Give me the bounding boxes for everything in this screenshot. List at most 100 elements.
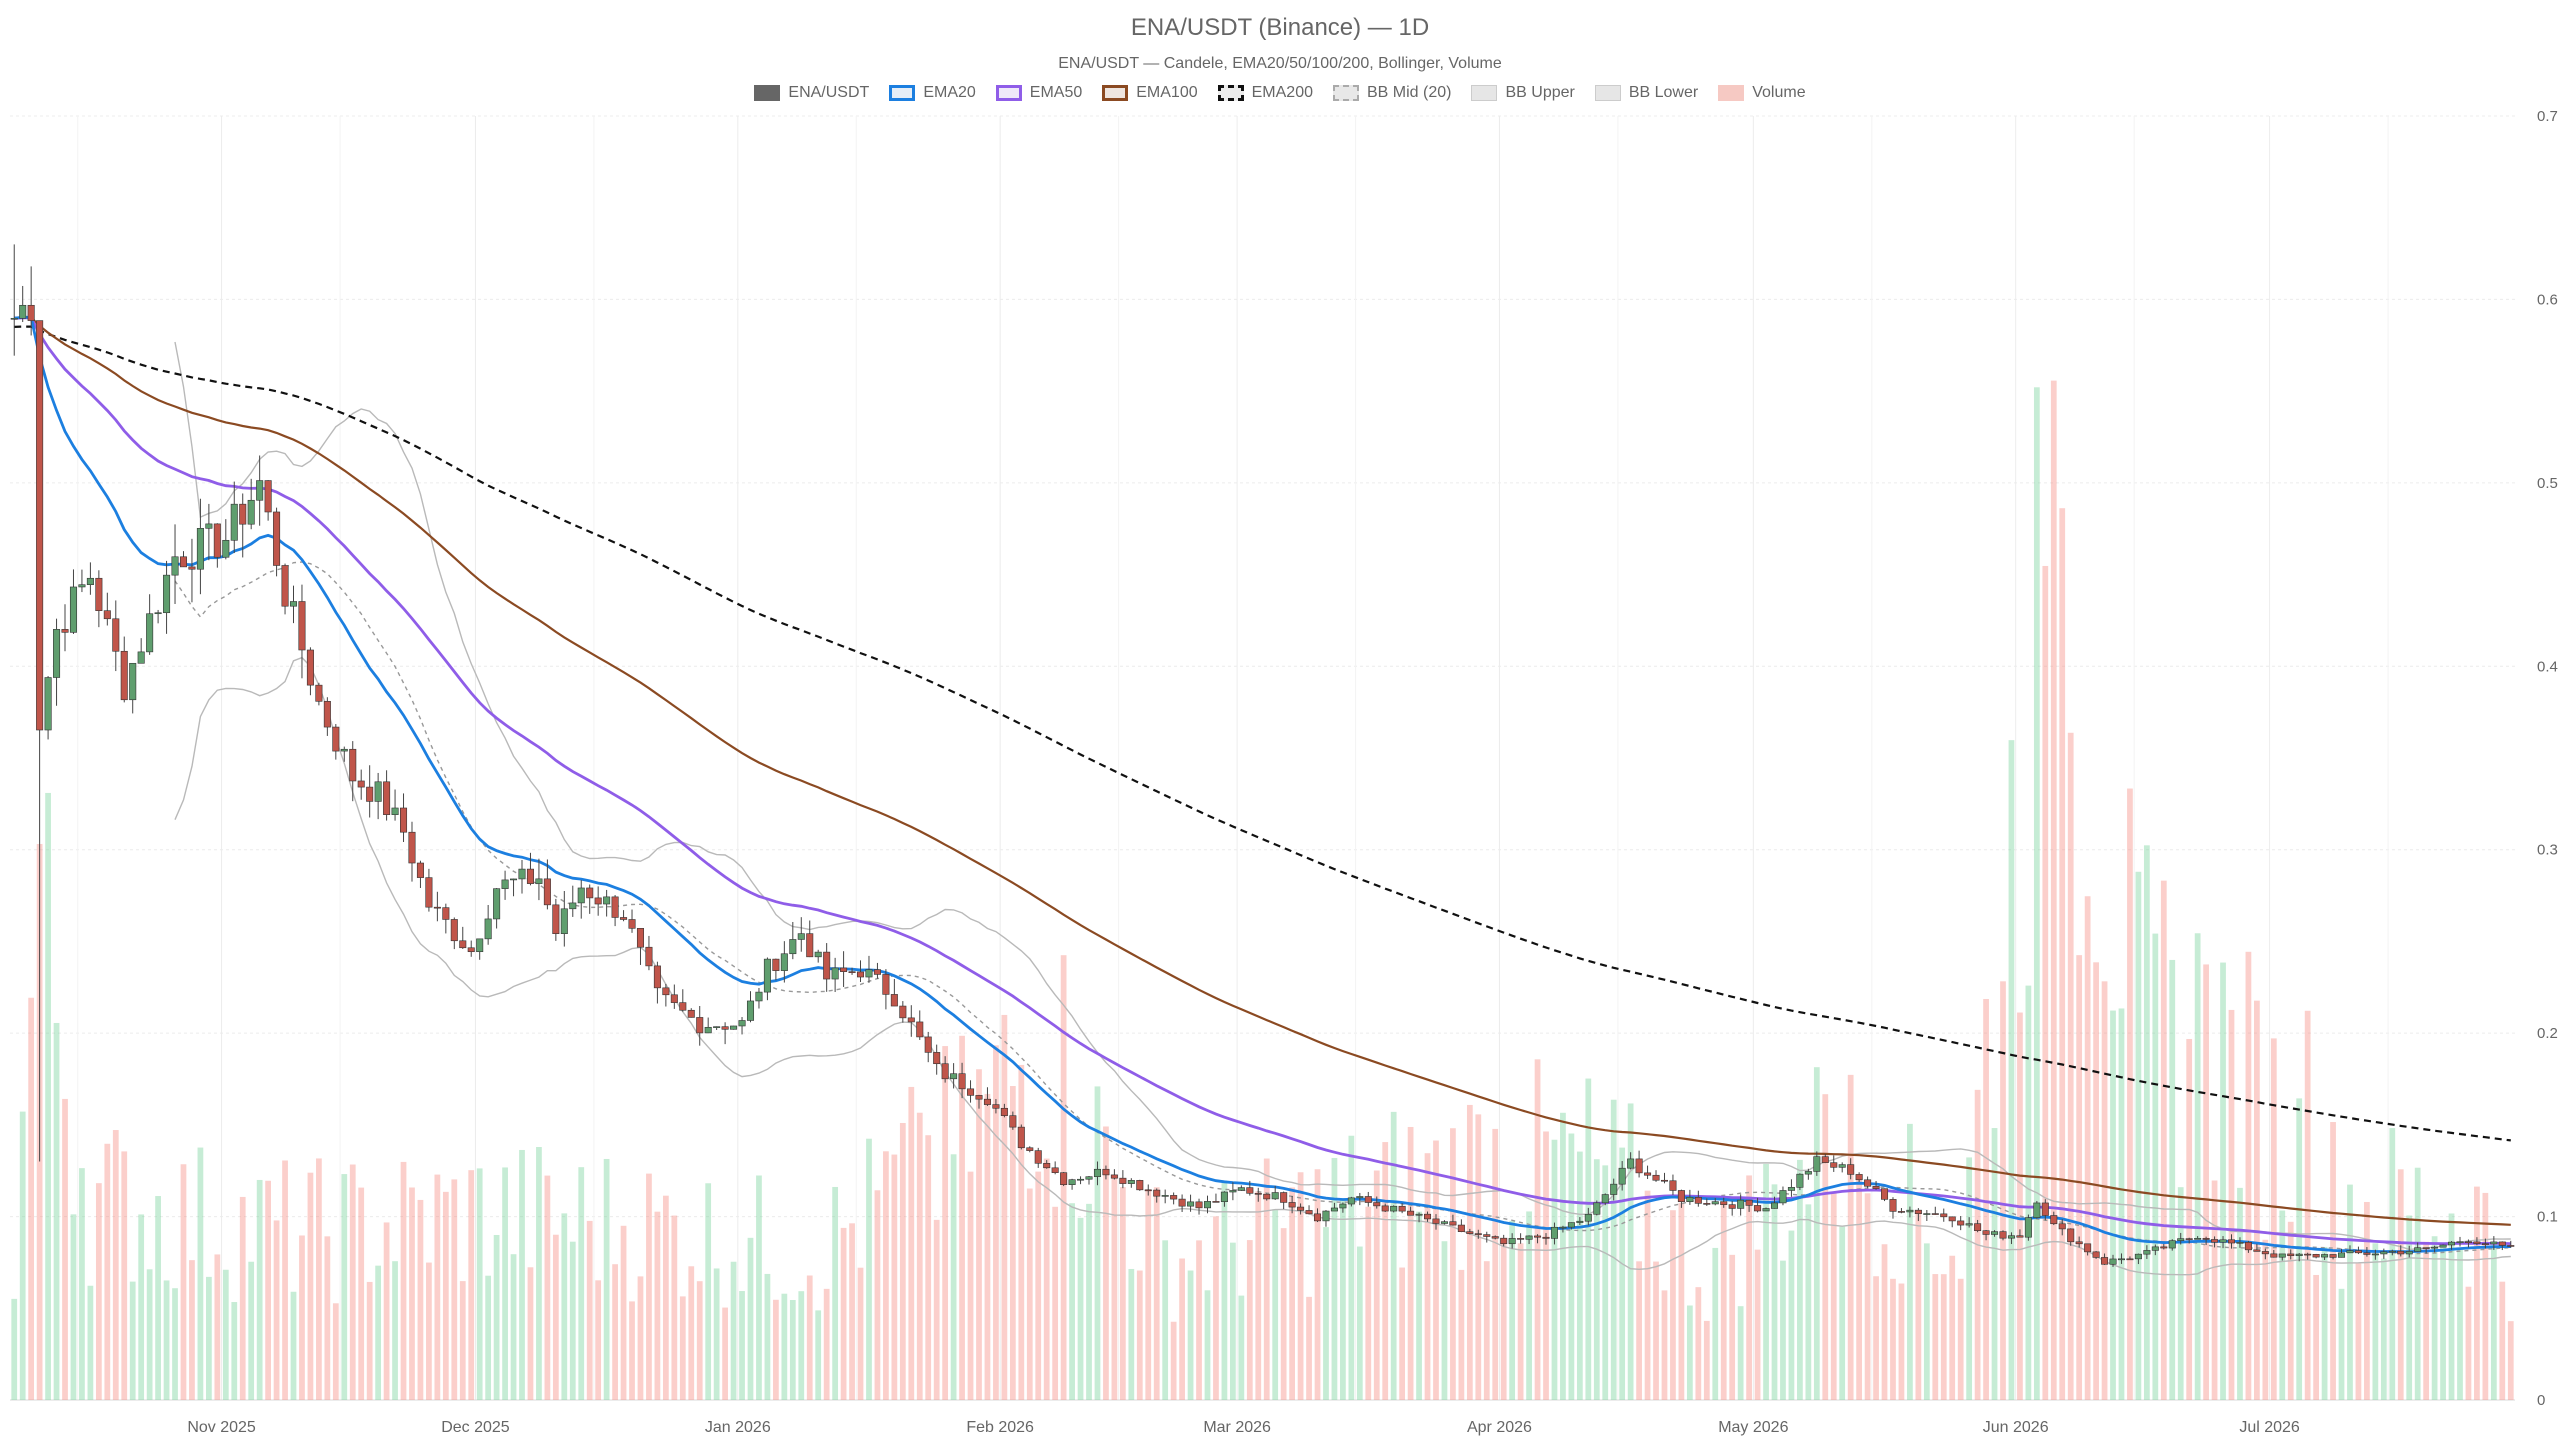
candle [848,967,856,975]
volume-bar [1069,1203,1075,1400]
candle-body [1271,1192,1279,1200]
candle-body [823,951,831,980]
volume-bar [138,1214,145,1400]
candle-body [1407,1210,1415,1216]
volume-bar [400,1161,407,1400]
candle-body [1203,1201,1212,1209]
candle-body [1897,1211,1905,1213]
volume-bar [781,1293,788,1400]
candle [1093,1161,1101,1186]
volume-bar [1187,1270,1194,1400]
volume-bar [739,1291,745,1400]
candle-body [1864,1179,1872,1187]
volume-bar [1822,1094,1829,1400]
legend-label-bblower: BB Lower [1628,84,1699,101]
candle [1813,1151,1821,1176]
candle [1178,1194,1186,1212]
legend-item-bbmid[interactable]: BB Mid (20) [1333,84,1451,102]
volume-bar [2008,740,2015,1400]
candle-body [467,947,475,953]
candle-body [1330,1207,1338,1212]
volume-bar [1881,1244,1888,1400]
candle-body [289,601,298,607]
candle-body [2058,1223,2066,1230]
legend-item-bbupper[interactable]: BB Upper [1471,84,1575,102]
candle [814,949,822,963]
volume-bar [1196,1240,1202,1400]
candle [1390,1205,1398,1213]
volume-bar [646,1173,652,1400]
volume-bar [857,1267,864,1400]
volume-bar [984,1093,991,1400]
candle-body [298,601,306,651]
candle [1864,1176,1872,1189]
volume-bar [637,1276,644,1400]
candle-body [2143,1250,2151,1255]
candle [696,1006,704,1046]
ema50-line [14,316,2511,1246]
volume-bar [840,1227,847,1400]
candle [78,569,86,593]
candle [2202,1236,2210,1246]
candle-body [2473,1241,2481,1244]
candle [323,697,331,736]
volume-bar [2372,1243,2379,1400]
candle [636,928,644,965]
candle-body [1347,1197,1355,1205]
candle [1830,1155,1838,1172]
candle-body [2177,1238,2185,1241]
candle-body [738,1020,746,1027]
legend-item-candle[interactable]: ENA/USDT [754,84,869,102]
candle-body [552,904,560,934]
candle [1424,1211,1432,1222]
volume-bar [189,1260,195,1400]
candle-body [171,556,179,576]
volume-bar [696,1281,703,1400]
legend-swatch-bbmid [1333,85,1359,101]
volume-bar [1103,1126,1109,1400]
legend-item-bblower[interactable]: BB Lower [1594,84,1699,102]
volume-bar [2237,1187,2243,1400]
volume-bar [1923,1243,1930,1400]
candle [1136,1179,1144,1191]
candle-body [19,304,27,319]
candle [1517,1233,1525,1244]
legend-item-ema200[interactable]: EMA200 [1217,84,1313,102]
ema100-line [14,316,2511,1226]
candle [1618,1161,1626,1191]
bb-lower-line [174,656,2511,1276]
legend-item-volume[interactable]: Volume [1718,84,1806,102]
y-tick-label: 0.7 [2537,108,2558,125]
volume-bar [2423,1241,2430,1400]
candle [1068,1178,1076,1190]
candle [2194,1236,2202,1240]
volume-bar [595,1280,602,1400]
candle-body [1542,1236,1550,1239]
x-tick-label: Jul 2026 [2239,1419,2300,1436]
volume-bar [2347,1184,2353,1400]
candle [1694,1190,1702,1207]
volume-bar [1340,1198,1346,1400]
candle-body [1246,1187,1254,1194]
candle [239,493,247,558]
candle-body [2371,1253,2379,1256]
candle [2321,1253,2329,1260]
volume-bar [273,1220,280,1400]
candle-body [86,577,94,585]
volume-bar [2211,1180,2218,1400]
volume-bar [1450,1128,1456,1400]
candle [1720,1197,1728,1208]
volume-bar [307,1172,314,1400]
candle-body [704,1026,712,1034]
volume-bar [1483,1261,1490,1400]
volume-bar [1932,1274,1939,1400]
legend-item-ema20[interactable]: EMA20 [889,84,976,102]
legend-item-ema100[interactable]: EMA100 [1102,84,1198,102]
candle-body [1178,1198,1186,1207]
candle [2143,1245,2151,1259]
legend-item-ema50[interactable]: EMA50 [995,84,1082,102]
volume-bar [1433,1140,1439,1400]
bb-mid-line [174,561,2511,1255]
candle [1313,1208,1322,1223]
